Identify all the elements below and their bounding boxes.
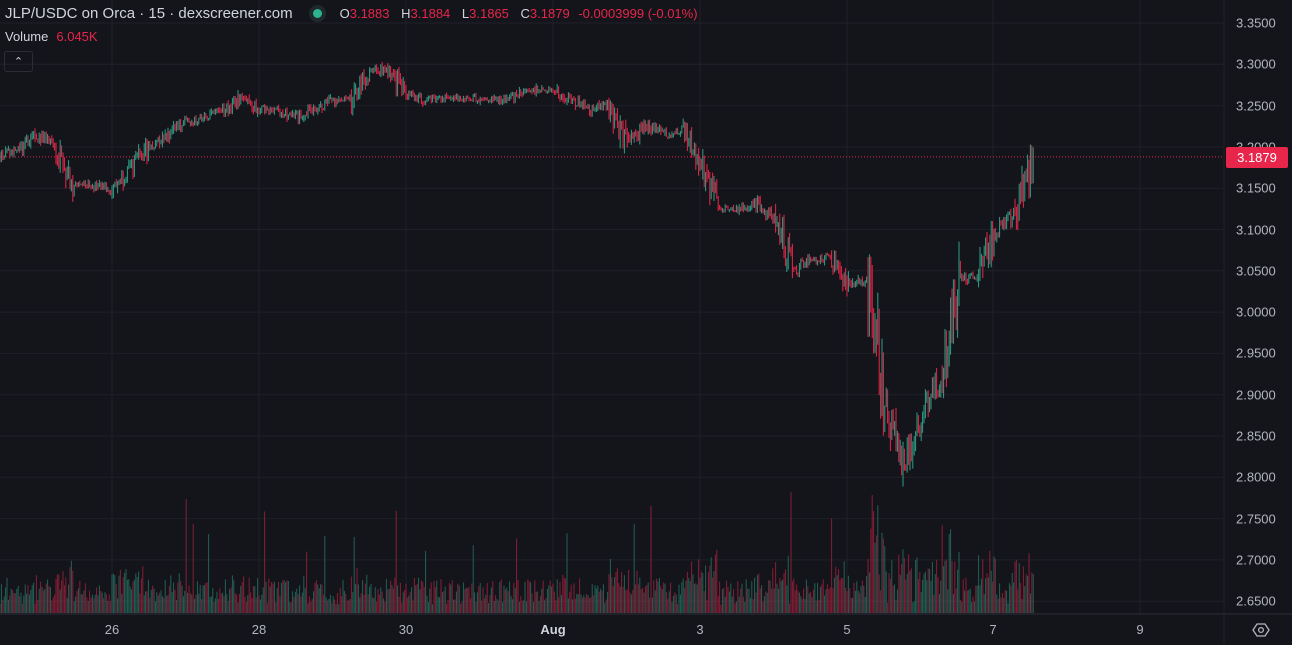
open-value: 3.1883 bbox=[349, 6, 390, 21]
chart-legend: JLP/USDC on Orca · 15 · dexscreener.com … bbox=[5, 5, 698, 22]
ohlc-values: O3.1883 H3.1884 L3.1865 C3.1879 -0.00039… bbox=[340, 6, 698, 21]
volume-legend: Volume 6.045K bbox=[5, 29, 98, 44]
x-tick-label: 9 bbox=[1136, 622, 1144, 637]
y-tick-label: 2.9000 bbox=[1236, 387, 1276, 403]
x-tick-label: 3 bbox=[696, 622, 704, 637]
x-tick-label: 5 bbox=[843, 622, 851, 637]
chart-title: JLP/USDC on Orca · 15 · dexscreener.com bbox=[5, 5, 293, 22]
x-tick-label: 30 bbox=[398, 622, 414, 637]
y-tick-label: 3.0000 bbox=[1236, 304, 1276, 320]
low-label: L bbox=[461, 6, 470, 21]
y-tick-label: 2.7000 bbox=[1236, 552, 1276, 568]
volume-value: 6.045K bbox=[56, 29, 98, 44]
collapse-legend-button[interactable]: ⌃ bbox=[4, 51, 33, 72]
y-tick-label: 3.3000 bbox=[1236, 56, 1276, 72]
status-dot-icon bbox=[312, 9, 322, 18]
x-tick-label: 7 bbox=[989, 622, 997, 637]
high-value: 3.1884 bbox=[410, 6, 451, 21]
x-tick-label: 26 bbox=[104, 622, 120, 637]
open-label: O bbox=[339, 6, 350, 21]
y-tick-label: 3.1500 bbox=[1236, 180, 1276, 196]
last-price-label: 3.1879 bbox=[1226, 147, 1288, 168]
y-tick-label: 3.1000 bbox=[1236, 222, 1276, 237]
volume-label: Volume bbox=[5, 29, 49, 44]
change-value: -0.0003999 (-0.01%) bbox=[578, 6, 698, 21]
close-value: 3.1879 bbox=[529, 6, 570, 21]
x-tick-label: Aug bbox=[540, 622, 566, 637]
y-tick-label: 3.3500 bbox=[1236, 15, 1276, 31]
high-label: H bbox=[401, 6, 411, 21]
y-tick-label: 2.8000 bbox=[1236, 469, 1276, 485]
volume-bars bbox=[0, 492, 1034, 613]
y-tick-label: 3.2500 bbox=[1236, 98, 1276, 114]
y-tick-label: 2.8500 bbox=[1236, 428, 1276, 444]
x-tick-label: 28 bbox=[251, 622, 267, 637]
candles bbox=[0, 61, 1034, 487]
y-tick-label: 2.9500 bbox=[1236, 345, 1276, 361]
grid bbox=[0, 0, 1224, 614]
close-label: C bbox=[520, 6, 530, 21]
chevron-up-icon: ⌃ bbox=[13, 56, 24, 68]
low-value: 3.1865 bbox=[469, 6, 509, 21]
y-tick-label: 2.7500 bbox=[1236, 511, 1276, 527]
y-tick-label: 3.0500 bbox=[1236, 263, 1276, 279]
y-tick-label: 2.6500 bbox=[1236, 593, 1276, 609]
gear-icon[interactable] bbox=[1252, 622, 1270, 638]
